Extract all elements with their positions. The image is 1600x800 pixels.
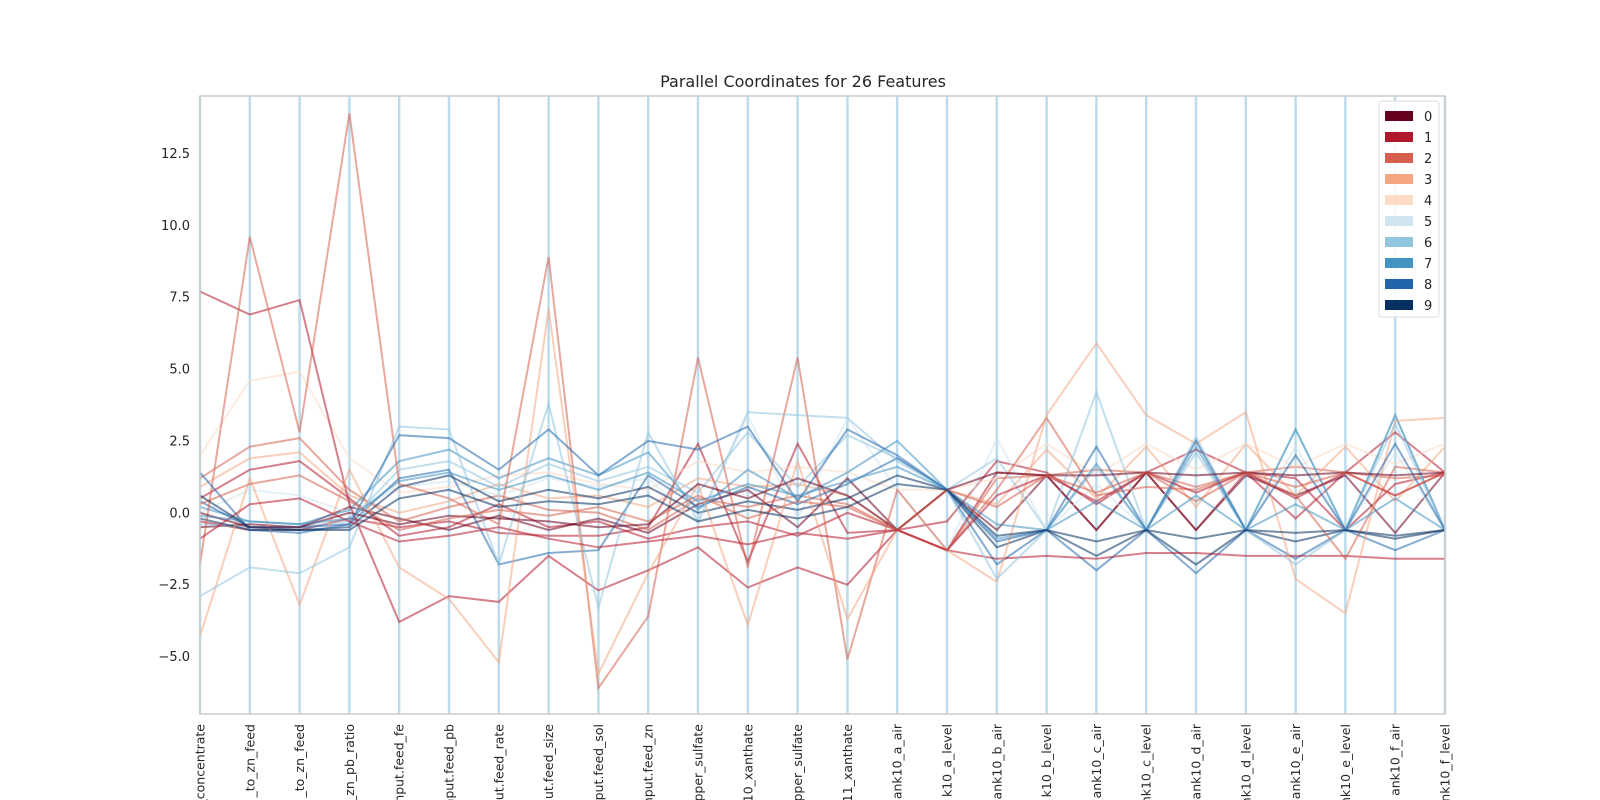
legend-swatch-0 (1385, 111, 1413, 121)
legend-label-0: 0 (1424, 110, 1432, 125)
series-line-11-class-1 (199, 290, 1445, 624)
legend-swatch-6 (1385, 237, 1413, 247)
legend-label-7: 7 (1424, 257, 1432, 272)
feature-label-3: _zn_pb_ratio (342, 724, 357, 800)
feature-label-11: 10_xanthate (740, 724, 755, 800)
series-line-4-class-3 (199, 442, 1446, 532)
feature-label-2: _to_zn_feed (292, 724, 307, 799)
feature-label-14: ank10_a_air (890, 723, 905, 799)
legend-swatch-5 (1385, 216, 1413, 226)
feature-label-12: pper_sulfate (790, 724, 805, 800)
series-line-15-class-8 (199, 425, 1446, 543)
feature-label-18: ank10_c_air (1089, 723, 1104, 798)
legend: 0 1 2 3 4 5 6 7 8 9 (1378, 100, 1440, 318)
feature-label-25: nk10_f_level (1438, 724, 1453, 800)
feature-label-19: ank10_c_level (1139, 724, 1154, 800)
legend-swatch-4 (1385, 195, 1413, 205)
feature-label-20: ank10_d_air (1189, 723, 1204, 799)
feature-label-22: ank10_e_air (1288, 723, 1303, 799)
y-tick-label: 7.5 (169, 291, 190, 306)
legend-label-9: 9 (1424, 299, 1432, 314)
feature-label-0: _concentrate (193, 724, 208, 800)
series-line-9-class-8 (199, 457, 1446, 575)
feature-label-15: k10_a_level (940, 724, 955, 797)
series-line-19-class-7 (199, 465, 1446, 532)
feature-label-24: ank10_f_air (1388, 723, 1403, 796)
feature-label-21: ank10_d_level (1238, 724, 1253, 800)
legend-swatch-3 (1385, 174, 1413, 184)
feature-label-5: nput.feed_pb (442, 724, 457, 800)
y-tick-label: −2.5 (158, 578, 190, 593)
feature-label-16: ank10_b_air (989, 723, 1004, 799)
series-line-12-class-2 (199, 113, 1446, 691)
chart-title: Parallel Coordinates for 26 Features (660, 72, 946, 91)
series-line-13-class-3 (199, 308, 1446, 678)
series-lines (199, 113, 1446, 691)
legend-label-2: 2 (1424, 152, 1432, 167)
feature-label-6: ut.feed_rate (491, 724, 506, 800)
y-tick-label: 0.0 (169, 506, 190, 521)
legend-label-5: 5 (1424, 215, 1432, 230)
y-tick-label: −5.0 (158, 650, 190, 665)
feature-label-23: ank10_e_level (1338, 724, 1353, 800)
y-tick-label: 12.5 (161, 147, 190, 162)
axes-layer (198, 96, 1447, 714)
feature-label-10: pper_sulfate (691, 724, 706, 800)
y-tick-label: 2.5 (169, 434, 190, 449)
plot-frame (199, 95, 1446, 715)
series-line-18-class-2 (199, 471, 1446, 532)
y-tick-label: 5.0 (169, 363, 190, 378)
x-axis-feature-labels: _concentrate _to_zn_feed _to_zn_feed _zn_pb… (193, 723, 1453, 800)
legend-label-1: 1 (1424, 131, 1432, 146)
feature-label-13: 11_xanthate (840, 724, 855, 800)
legend-label-3: 3 (1424, 173, 1432, 188)
series-line-20-class-9 (199, 482, 1446, 543)
legend-label-4: 4 (1424, 194, 1432, 209)
y-axis-ticks: −5.0 −2.5 0.0 2.5 5.0 7.5 10.0 12.5 (158, 147, 190, 665)
legend-swatch-8 (1385, 279, 1413, 289)
legend-swatch-2 (1385, 153, 1413, 163)
legend-swatch-7 (1385, 258, 1413, 268)
y-tick-label: 10.0 (161, 219, 190, 234)
legend-swatch-9 (1385, 300, 1413, 310)
series-line-1-class-1 (199, 431, 1446, 540)
feature-label-7: ut.feed_size (541, 724, 556, 799)
feature-label-8: put.feed_sol (591, 724, 606, 800)
legend-label-6: 6 (1424, 236, 1432, 251)
series-line-16-class-0 (199, 471, 1446, 532)
legend-swatch-1 (1385, 132, 1413, 142)
feature-label-9: nput.feed_zn (641, 724, 656, 800)
feature-label-1: _to_zn_feed (242, 724, 257, 799)
legend-label-8: 8 (1424, 278, 1432, 293)
feature-label-17: k10_b_level (1039, 724, 1054, 797)
feature-label-4: nput.feed_fe (392, 724, 407, 800)
series-line-17-class-1 (199, 471, 1446, 552)
